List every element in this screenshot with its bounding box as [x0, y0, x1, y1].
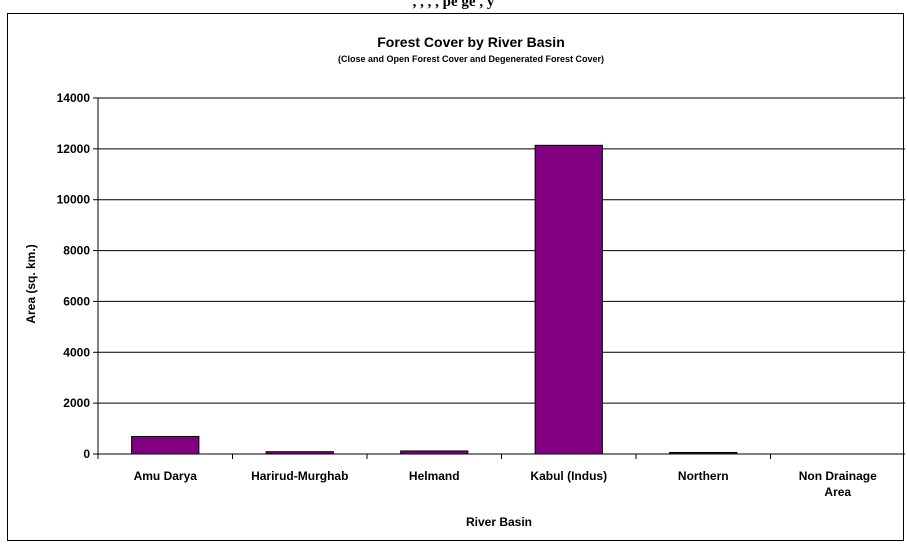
y-tick-label: 14000 — [57, 91, 91, 105]
clipped-heading-text: , , , , pe ge , y — [412, 0, 495, 10]
gridlines — [98, 97, 905, 404]
bar — [534, 144, 603, 455]
chart-title: Forest Cover by River Basin — [377, 34, 565, 50]
x-tick-label: Kabul (Indus) — [530, 469, 607, 483]
chart-container: Forest Cover by River Basin (Close and O… — [7, 13, 905, 541]
y-tick-labels: 0 2000 4000 6000 8000 10000 12000 14000 — [57, 91, 91, 461]
axes — [93, 97, 905, 459]
y-tick-label: 12000 — [57, 142, 91, 156]
x-axis-label: River Basin — [466, 515, 532, 529]
y-tick-label: 4000 — [63, 345, 90, 359]
y-tick-label: 2000 — [63, 396, 90, 410]
x-tick-labels: Amu Darya Harirud-Murghab Helmand Kabul (In… — [134, 469, 878, 499]
x-tick-label: Northern — [678, 469, 729, 483]
bar-chart: Forest Cover by River Basin (Close and O… — [24, 34, 905, 529]
y-axis-label: Area (sq. km.) — [24, 244, 38, 323]
y-tick-label: 0 — [83, 447, 90, 461]
x-tick-label: Helmand — [409, 469, 460, 483]
y-tick-label: 8000 — [63, 244, 90, 258]
x-tick-label: Harirud-Murghab — [251, 469, 348, 483]
y-tick-label: 10000 — [57, 193, 91, 207]
bar — [131, 435, 200, 455]
x-tick-label: Non Drainage Area — [799, 469, 877, 499]
chart-subtitle: (Close and Open Forest Cover and Degener… — [338, 54, 604, 64]
x-tick-label: Amu Darya — [134, 469, 198, 483]
bars — [131, 144, 738, 455]
y-tick-label: 6000 — [63, 294, 90, 308]
